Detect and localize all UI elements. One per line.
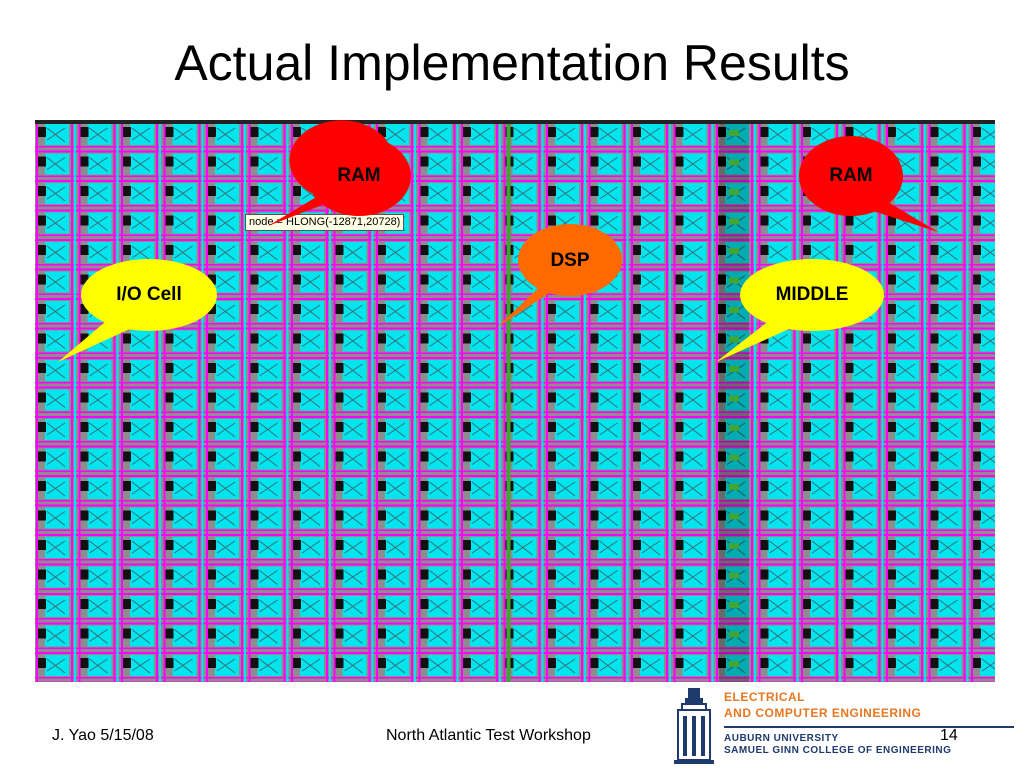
- slide-title: Actual Implementation Results: [174, 35, 850, 91]
- ram-left-label: RAM: [337, 165, 381, 186]
- ram-right-label: RAM: [829, 165, 873, 186]
- samford-hall-tower-icon: [674, 688, 714, 764]
- io-cell-label: I/O Cell: [116, 284, 182, 305]
- node-coordinate-tooltip: node = HLONG(-12871,20728): [245, 214, 405, 231]
- logo-divider: [724, 726, 1014, 728]
- footer-event: North Atlantic Test Workshop: [386, 727, 591, 744]
- fpga-layout-screenshot: [35, 120, 995, 682]
- footer-author-date: J. Yao 5/15/08: [52, 727, 154, 744]
- page-number: 14: [940, 727, 958, 744]
- logo-line-college: SAMUEL GINN COLLEGE OF ENGINEERING: [724, 745, 952, 756]
- dsp-label: DSP: [550, 250, 590, 271]
- middle-label: MIDDLE: [775, 284, 849, 305]
- fpga-layout-image: [35, 120, 995, 682]
- logo-line-university: AUBURN UNIVERSITY: [724, 733, 839, 744]
- logo-line-electrical: ELECTRICAL: [724, 690, 805, 704]
- logo-line-ece: AND COMPUTER ENGINEERING: [724, 706, 922, 720]
